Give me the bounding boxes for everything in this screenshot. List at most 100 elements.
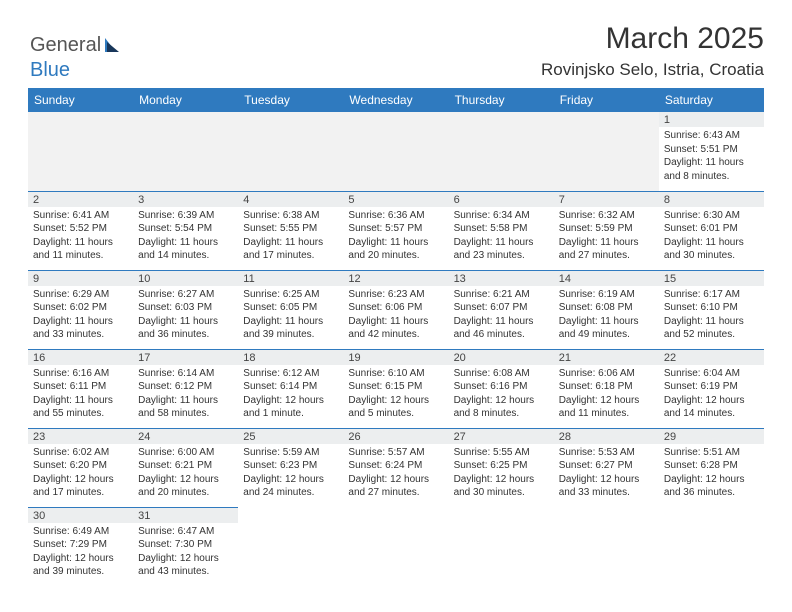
- day-info: Sunrise: 6:17 AMSunset: 6:10 PMDaylight:…: [659, 286, 764, 345]
- calendar-cell: 26Sunrise: 5:57 AMSunset: 6:24 PMDayligh…: [343, 428, 448, 507]
- day-number: 12: [343, 271, 448, 286]
- calendar-row: 30Sunrise: 6:49 AMSunset: 7:29 PMDayligh…: [28, 507, 764, 586]
- calendar-cell: 12Sunrise: 6:23 AMSunset: 6:06 PMDayligh…: [343, 270, 448, 349]
- day-header: Tuesday: [238, 88, 343, 112]
- day-number: 8: [659, 192, 764, 207]
- day-info: Sunrise: 6:10 AMSunset: 6:15 PMDaylight:…: [343, 365, 448, 424]
- calendar-cell: 1Sunrise: 6:43 AMSunset: 5:51 PMDaylight…: [659, 112, 764, 191]
- day-number: 4: [238, 192, 343, 207]
- day-number: 18: [238, 350, 343, 365]
- day-number: 16: [28, 350, 133, 365]
- day-header: Friday: [554, 88, 659, 112]
- calendar-cell: 22Sunrise: 6:04 AMSunset: 6:19 PMDayligh…: [659, 349, 764, 428]
- day-number: 28: [554, 429, 659, 444]
- day-header: Saturday: [659, 88, 764, 112]
- day-number: 23: [28, 429, 133, 444]
- calendar-cell: 9Sunrise: 6:29 AMSunset: 6:02 PMDaylight…: [28, 270, 133, 349]
- calendar-cell: 16Sunrise: 6:16 AMSunset: 6:11 PMDayligh…: [28, 349, 133, 428]
- location-subtitle: Rovinjsko Selo, Istria, Croatia: [28, 60, 764, 80]
- calendar-cell: 20Sunrise: 6:08 AMSunset: 6:16 PMDayligh…: [449, 349, 554, 428]
- calendar-cell: 28Sunrise: 5:53 AMSunset: 6:27 PMDayligh…: [554, 428, 659, 507]
- calendar-row: 16Sunrise: 6:16 AMSunset: 6:11 PMDayligh…: [28, 349, 764, 428]
- day-number: 2: [28, 192, 133, 207]
- calendar-cell: 24Sunrise: 6:00 AMSunset: 6:21 PMDayligh…: [133, 428, 238, 507]
- day-number: 13: [449, 271, 554, 286]
- calendar-cell: 2Sunrise: 6:41 AMSunset: 5:52 PMDaylight…: [28, 191, 133, 270]
- day-number: 10: [133, 271, 238, 286]
- calendar-cell: 29Sunrise: 5:51 AMSunset: 6:28 PMDayligh…: [659, 428, 764, 507]
- calendar-cell: 19Sunrise: 6:10 AMSunset: 6:15 PMDayligh…: [343, 349, 448, 428]
- calendar-cell: [343, 112, 448, 191]
- day-header: Thursday: [449, 88, 554, 112]
- day-number: 19: [343, 350, 448, 365]
- day-info: Sunrise: 6:00 AMSunset: 6:21 PMDaylight:…: [133, 444, 238, 503]
- day-number: 11: [238, 271, 343, 286]
- day-info: Sunrise: 6:47 AMSunset: 7:30 PMDaylight:…: [133, 523, 238, 582]
- calendar-table: Sunday Monday Tuesday Wednesday Thursday…: [28, 88, 764, 586]
- day-info: Sunrise: 6:36 AMSunset: 5:57 PMDaylight:…: [343, 207, 448, 266]
- day-number: 7: [554, 192, 659, 207]
- day-info: Sunrise: 6:49 AMSunset: 7:29 PMDaylight:…: [28, 523, 133, 582]
- day-info: Sunrise: 6:34 AMSunset: 5:58 PMDaylight:…: [449, 207, 554, 266]
- day-info: Sunrise: 6:04 AMSunset: 6:19 PMDaylight:…: [659, 365, 764, 424]
- day-header: Wednesday: [343, 88, 448, 112]
- day-info: Sunrise: 6:29 AMSunset: 6:02 PMDaylight:…: [28, 286, 133, 345]
- day-number: 22: [659, 350, 764, 365]
- calendar-cell: 10Sunrise: 6:27 AMSunset: 6:03 PMDayligh…: [133, 270, 238, 349]
- calendar-cell: 17Sunrise: 6:14 AMSunset: 6:12 PMDayligh…: [133, 349, 238, 428]
- day-number: 27: [449, 429, 554, 444]
- day-info: Sunrise: 6:14 AMSunset: 6:12 PMDaylight:…: [133, 365, 238, 424]
- calendar-cell: 31Sunrise: 6:47 AMSunset: 7:30 PMDayligh…: [133, 507, 238, 586]
- calendar-cell: 25Sunrise: 5:59 AMSunset: 6:23 PMDayligh…: [238, 428, 343, 507]
- calendar-cell: 18Sunrise: 6:12 AMSunset: 6:14 PMDayligh…: [238, 349, 343, 428]
- day-info: Sunrise: 6:32 AMSunset: 5:59 PMDaylight:…: [554, 207, 659, 266]
- day-info: Sunrise: 6:25 AMSunset: 6:05 PMDaylight:…: [238, 286, 343, 345]
- calendar-cell: [659, 507, 764, 586]
- calendar-cell: 30Sunrise: 6:49 AMSunset: 7:29 PMDayligh…: [28, 507, 133, 586]
- calendar-row: 1Sunrise: 6:43 AMSunset: 5:51 PMDaylight…: [28, 112, 764, 191]
- day-info: Sunrise: 6:06 AMSunset: 6:18 PMDaylight:…: [554, 365, 659, 424]
- day-header: Sunday: [28, 88, 133, 112]
- calendar-cell: 5Sunrise: 6:36 AMSunset: 5:57 PMDaylight…: [343, 191, 448, 270]
- day-number: 26: [343, 429, 448, 444]
- calendar-cell: [133, 112, 238, 191]
- calendar-row: 2Sunrise: 6:41 AMSunset: 5:52 PMDaylight…: [28, 191, 764, 270]
- day-info: Sunrise: 6:27 AMSunset: 6:03 PMDaylight:…: [133, 286, 238, 345]
- day-number: 3: [133, 192, 238, 207]
- calendar-cell: [554, 112, 659, 191]
- calendar-cell: [238, 507, 343, 586]
- calendar-cell: [449, 507, 554, 586]
- day-info: Sunrise: 5:51 AMSunset: 6:28 PMDaylight:…: [659, 444, 764, 503]
- day-info: Sunrise: 6:19 AMSunset: 6:08 PMDaylight:…: [554, 286, 659, 345]
- calendar-cell: [238, 112, 343, 191]
- day-number: 29: [659, 429, 764, 444]
- day-number: 20: [449, 350, 554, 365]
- day-number: 15: [659, 271, 764, 286]
- day-info: Sunrise: 6:02 AMSunset: 6:20 PMDaylight:…: [28, 444, 133, 503]
- day-info: Sunrise: 5:57 AMSunset: 6:24 PMDaylight:…: [343, 444, 448, 503]
- calendar-cell: 11Sunrise: 6:25 AMSunset: 6:05 PMDayligh…: [238, 270, 343, 349]
- day-info: Sunrise: 6:16 AMSunset: 6:11 PMDaylight:…: [28, 365, 133, 424]
- day-number: 5: [343, 192, 448, 207]
- day-number: 25: [238, 429, 343, 444]
- day-info: Sunrise: 5:55 AMSunset: 6:25 PMDaylight:…: [449, 444, 554, 503]
- day-header: Monday: [133, 88, 238, 112]
- brand-logo: GeneralBlue: [30, 34, 124, 82]
- calendar-cell: [554, 507, 659, 586]
- calendar-cell: [449, 112, 554, 191]
- day-number: 21: [554, 350, 659, 365]
- day-number: 1: [659, 112, 764, 127]
- day-info: Sunrise: 5:59 AMSunset: 6:23 PMDaylight:…: [238, 444, 343, 503]
- calendar-cell: 8Sunrise: 6:30 AMSunset: 6:01 PMDaylight…: [659, 191, 764, 270]
- day-number: 9: [28, 271, 133, 286]
- calendar-cell: 6Sunrise: 6:34 AMSunset: 5:58 PMDaylight…: [449, 191, 554, 270]
- day-info: Sunrise: 6:30 AMSunset: 6:01 PMDaylight:…: [659, 207, 764, 266]
- day-number: 6: [449, 192, 554, 207]
- day-number: 30: [28, 508, 133, 523]
- calendar-cell: 15Sunrise: 6:17 AMSunset: 6:10 PMDayligh…: [659, 270, 764, 349]
- day-info: Sunrise: 5:53 AMSunset: 6:27 PMDaylight:…: [554, 444, 659, 503]
- day-info: Sunrise: 6:23 AMSunset: 6:06 PMDaylight:…: [343, 286, 448, 345]
- calendar-cell: 3Sunrise: 6:39 AMSunset: 5:54 PMDaylight…: [133, 191, 238, 270]
- day-info: Sunrise: 6:08 AMSunset: 6:16 PMDaylight:…: [449, 365, 554, 424]
- brand-sail-icon: [103, 36, 123, 59]
